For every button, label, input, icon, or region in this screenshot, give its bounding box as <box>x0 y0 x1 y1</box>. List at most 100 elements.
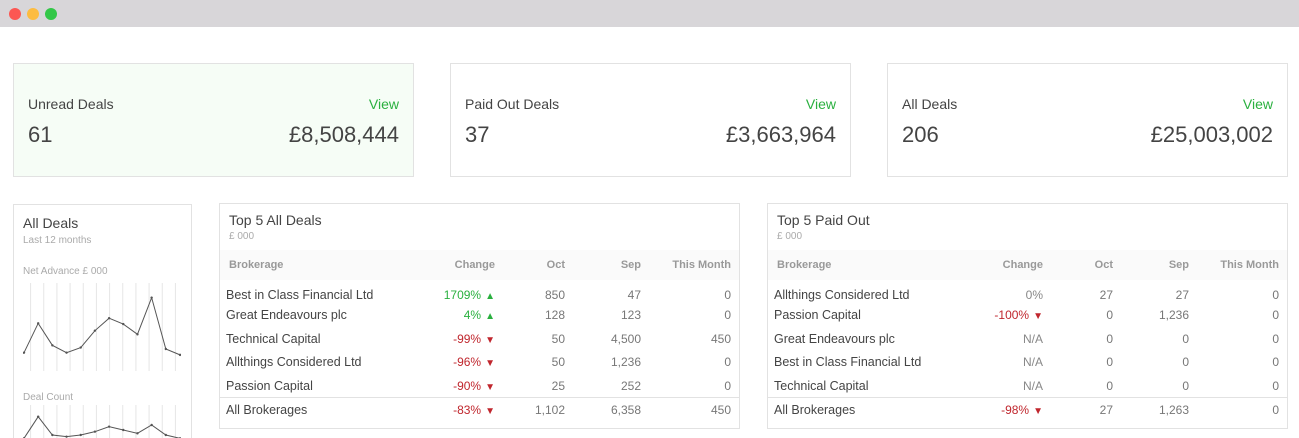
sep-cell: 252 <box>620 378 641 393</box>
col-brokerage[interactable]: Brokerage <box>229 259 284 271</box>
data-point <box>122 428 125 432</box>
col-sep[interactable]: Sep <box>620 259 641 271</box>
arrow-up-icon: ▲ <box>485 290 495 302</box>
table-row[interactable]: Allthings Considered Ltd -96% ▼ 50 1,236 0 <box>220 351 739 375</box>
paid-out-deals-card: Paid Out Deals View 37 £3,663,964 <box>450 63 851 177</box>
all-deals-count: 206 <box>902 122 939 147</box>
col-oct[interactable]: Oct <box>546 259 565 271</box>
change-value: -100% <box>994 308 1030 323</box>
arrow-down-icon: ▼ <box>1033 311 1043 323</box>
this-month-cell: 0 <box>1197 397 1287 422</box>
net-advance-chart-title: Net Advance £ 000 <box>23 266 108 277</box>
change-cell: -99% ▼ <box>413 327 503 351</box>
table-header-row: Brokerage Change Oct Sep This Month <box>220 250 739 280</box>
unread-deals-amount: £8,508,444 <box>288 122 399 147</box>
brokerage-cell: Passion Capital <box>774 308 861 323</box>
table-total-row[interactable]: All Brokerages -83% ▼ 1,102 6,358 450 <box>220 397 739 422</box>
this-month-cell: 0 <box>724 378 731 393</box>
oct-cell: 0 <box>1106 331 1113 346</box>
change-value: 1709% <box>443 287 482 302</box>
col-this-month[interactable]: This Month <box>1220 259 1279 271</box>
unread-deals-view-link[interactable]: View <box>368 96 399 112</box>
sep-cell: 123 <box>620 308 641 323</box>
change-cell: -100% ▼ <box>961 304 1051 328</box>
data-point <box>93 430 97 433</box>
sep-cell: 47 <box>627 287 641 302</box>
table-row[interactable]: Technical Capital -99% ▼ 50 4,500 450 <box>220 327 739 351</box>
top5-paid-subtitle: £ 000 <box>777 231 803 242</box>
change-value: -98% <box>1001 402 1030 417</box>
data-point <box>122 322 125 326</box>
col-this-month[interactable]: This Month <box>672 259 731 271</box>
brokerage-cell: Allthings Considered Ltd <box>226 355 362 370</box>
data-point <box>136 432 139 435</box>
table-row[interactable]: Allthings Considered Ltd 0% 27 27 0 <box>768 280 1287 304</box>
change-cell: 0% <box>961 280 1051 304</box>
change-cell: 4% ▲ <box>413 304 503 328</box>
this-month-cell: 0 <box>724 355 731 370</box>
table-row[interactable]: Technical Capital N/A 0 0 0 <box>768 374 1287 398</box>
all-deals-card: All Deals View 206 £25,003,002 <box>887 63 1288 177</box>
top5-paid-out-panel: Top 5 Paid Out £ 000 Brokerage Change Oc… <box>767 203 1288 429</box>
table-row[interactable]: Great Endeavours plc 4% ▲ 128 123 0 <box>220 304 739 328</box>
table-row[interactable]: Passion Capital -100% ▼ 0 1,236 0 <box>768 304 1287 328</box>
change-value: 0% <box>1025 287 1043 302</box>
sep-cell: 6,358 <box>573 397 649 422</box>
all-deals-chart-panel: All Deals Last 12 months Net Advance £ 0… <box>13 204 192 438</box>
net-advance-chart <box>23 283 181 371</box>
data-point <box>79 433 82 437</box>
all-deals-view-link[interactable]: View <box>1242 96 1273 112</box>
top5-paid-title: Top 5 Paid Out <box>777 212 870 228</box>
sep-cell: 1,236 <box>610 355 641 370</box>
table-row[interactable]: Great Endeavours plc N/A 0 0 0 <box>768 327 1287 351</box>
arrow-down-icon: ▼ <box>485 334 495 346</box>
table-row[interactable]: Passion Capital -90% ▼ 25 252 0 <box>220 374 739 398</box>
top5-all-table: Brokerage Change Oct Sep This Month Best… <box>220 250 739 422</box>
table-row[interactable]: Best in Class Financial Ltd 1709% ▲ 850 47 0 <box>220 280 739 304</box>
top5-all-title: Top 5 All Deals <box>229 212 322 228</box>
arrow-down-icon: ▼ <box>485 381 495 393</box>
col-oct[interactable]: Oct <box>1094 259 1113 271</box>
brokerage-cell: Passion Capital <box>226 378 313 393</box>
change-cell: N/A <box>961 374 1051 398</box>
change-cell: -83% ▼ <box>413 397 503 422</box>
oct-cell: 27 <box>1099 287 1113 302</box>
table-total-row[interactable]: All Brokerages -98% ▼ 27 1,263 0 <box>768 397 1287 422</box>
sep-cell: 1,263 <box>1121 397 1197 422</box>
change-value: N/A <box>1022 378 1043 393</box>
deal-count-chart-title: Deal Count <box>23 392 74 403</box>
maximize-window-button[interactable] <box>45 8 57 20</box>
close-window-button[interactable] <box>9 8 21 20</box>
this-month-cell: 450 <box>710 331 731 346</box>
data-point <box>150 296 153 299</box>
data-point <box>150 423 153 427</box>
minimize-window-button[interactable] <box>27 8 39 20</box>
data-point <box>178 353 181 357</box>
this-month-cell: 0 <box>724 308 731 323</box>
chart-panel-title: All Deals <box>23 215 79 231</box>
data-point <box>51 433 54 437</box>
data-point <box>65 435 68 438</box>
col-change[interactable]: Change <box>454 259 495 271</box>
brokerage-cell: Great Endeavours plc <box>774 331 895 346</box>
deal-count-chart <box>23 405 181 438</box>
this-month-cell: 0 <box>1272 308 1279 323</box>
table-row[interactable]: Best in Class Financial Ltd N/A 0 0 0 <box>768 351 1287 375</box>
change-cell: N/A <box>961 351 1051 375</box>
paid-out-deals-view-link[interactable]: View <box>805 96 836 112</box>
arrow-down-icon: ▼ <box>485 358 495 370</box>
oct-cell: 0 <box>1106 308 1113 323</box>
col-brokerage[interactable]: Brokerage <box>777 259 832 271</box>
oct-cell: 50 <box>551 331 565 346</box>
sep-cell: 0 <box>1182 378 1189 393</box>
sep-cell: 1,236 <box>1158 308 1189 323</box>
data-point <box>36 415 40 418</box>
oct-cell: 850 <box>544 287 565 302</box>
top5-paid-table: Brokerage Change Oct Sep This Month Allt… <box>768 250 1287 422</box>
change-cell: -98% ▼ <box>961 397 1051 422</box>
oct-cell: 128 <box>544 308 565 323</box>
col-change[interactable]: Change <box>1002 259 1043 271</box>
brokerage-cell: Technical Capital <box>774 378 869 393</box>
col-sep[interactable]: Sep <box>1168 259 1189 271</box>
change-cell: -90% ▼ <box>413 374 503 398</box>
